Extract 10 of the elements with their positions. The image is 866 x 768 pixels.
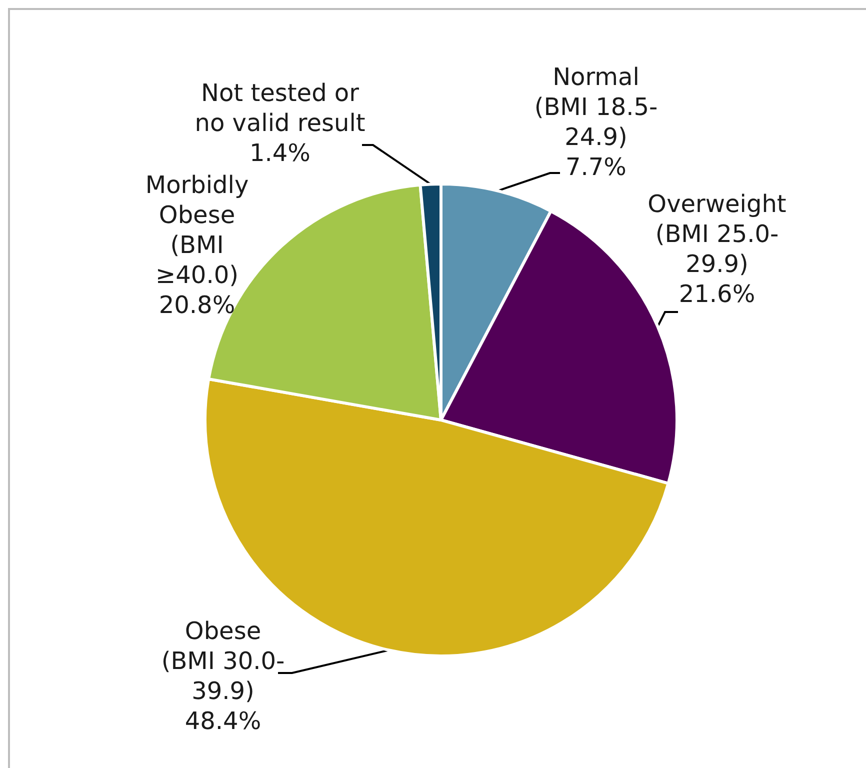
slice-label: Morbidly Obese (BMI ≥40.0) — [145, 171, 249, 289]
data-label: 21.6% — [678, 280, 756, 308]
slice-label: Not tested or no valid result — [194, 79, 366, 137]
data-label: 48.4% — [184, 707, 262, 735]
slice-label: Normal (BMI 18.5-24.9) — [534, 63, 658, 151]
data-label: 1.4% — [250, 139, 310, 167]
slice-label: Obese (BMI 30.0-39.9) — [161, 617, 285, 705]
data-label: 7.7% — [566, 153, 626, 181]
data-label: 20.8% — [158, 291, 236, 319]
slice-label: Overweight (BMI 25.0-29.9) — [648, 190, 786, 278]
